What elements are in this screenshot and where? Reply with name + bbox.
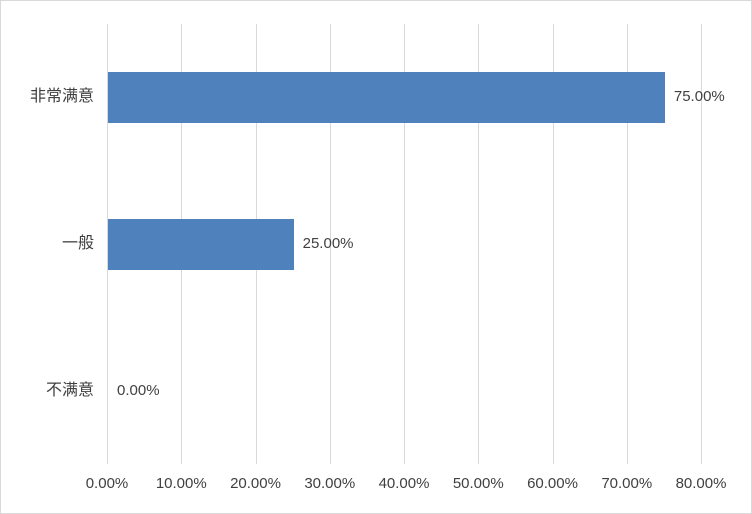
value-label: 0.00% (117, 381, 160, 399)
category-label: 非常满意 (29, 88, 94, 106)
x-tick-label: 30.00% (304, 475, 356, 492)
gridline (478, 24, 480, 464)
bar (108, 71, 665, 123)
bar (108, 218, 294, 270)
gridline (404, 24, 405, 464)
value-label: 75.00% (673, 88, 725, 106)
gridline (626, 24, 628, 464)
x-tick-label: 70.00% (601, 475, 653, 492)
value-label: 25.00% (302, 235, 354, 252)
x-tick-label: 20.00% (230, 475, 281, 492)
x-tick-label: 50.00% (452, 475, 504, 492)
gridline (329, 24, 331, 464)
x-tick-label: 40.00% (378, 475, 430, 492)
x-tick-label: 60.00% (527, 475, 578, 492)
x-tick-label: 10.00% (155, 475, 207, 492)
x-tick-label: 0.00% (85, 475, 129, 492)
category-label: 一般 (61, 235, 94, 252)
gridline (107, 24, 108, 464)
category-label: 不满意 (45, 381, 94, 399)
gridline (701, 24, 702, 464)
gridline (552, 24, 554, 464)
x-tick-label: 80.00% (675, 475, 727, 492)
plot-area (107, 24, 702, 464)
